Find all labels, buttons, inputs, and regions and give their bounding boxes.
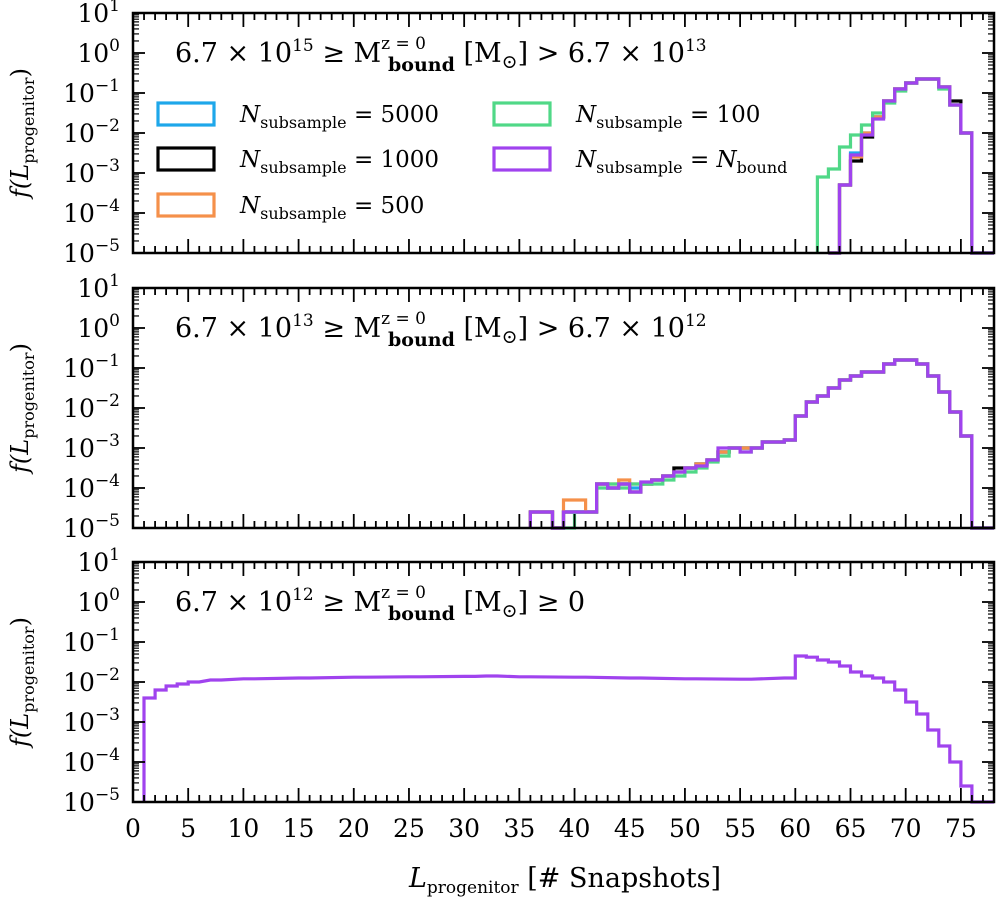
x-tick-label: 55 [724, 814, 756, 843]
y-tick-label: 10−2 [63, 391, 120, 423]
x-tick-label: 75 [945, 814, 977, 843]
panel-title: 6.7 × 1012 ≥ Mz = 0 bound [M⊙] ≥ 0 [175, 583, 585, 625]
x-tick-label: 0 [125, 814, 141, 843]
x-tick-label: 25 [393, 814, 425, 843]
y-tick-label: 10−2 [63, 116, 120, 148]
x-tick-label: 30 [448, 814, 480, 843]
y-tick-label: 101 [77, 0, 120, 28]
y-tick-label: 10−4 [63, 745, 120, 777]
y-tick-label: 10−4 [63, 196, 120, 228]
panel-3: 10110010−110−210−310−410−5f(Lprogenitor)… [6, 545, 996, 843]
y-tick-label: 10−5 [63, 785, 120, 817]
legend-label-500: Nsubsample = 500 [239, 193, 424, 223]
y-tick-label: 10−1 [63, 625, 120, 657]
x-tick-label: 5 [180, 814, 196, 843]
x-tick-label: 40 [559, 814, 591, 843]
x-tick-label: 45 [614, 814, 646, 843]
legend-swatch-bound [492, 146, 552, 172]
y-tick-label: 100 [77, 311, 120, 343]
y-axis-label: f(Lprogenitor) [6, 343, 38, 475]
y-axis-label: f(Lprogenitor) [6, 617, 38, 749]
x-tick-label: 70 [890, 814, 922, 843]
x-tick-label: 15 [283, 814, 315, 843]
series-bound [528, 358, 994, 530]
panel-title: 6.7 × 1013 ≥ Mz = 0 bound [M⊙] > 6.7 × 10… [175, 309, 707, 351]
y-tick-label: 10−2 [63, 665, 120, 697]
legend-label-1000: Nsubsample = 1000 [239, 147, 439, 177]
legend-label-100: Nsubsample = 100 [575, 102, 760, 132]
legend: Nsubsample = 5000 Nsubsample = 1000 Nsubsa… [156, 101, 787, 223]
series-100 [815, 77, 994, 255]
legend-label-bound: Nsubsample = Nbound [575, 147, 787, 177]
x-tick-label: 10 [227, 814, 259, 843]
legend-swatch-100 [492, 101, 552, 127]
legend-swatch-1000 [156, 146, 216, 172]
series-bound [142, 654, 994, 804]
y-tick-label: 10−4 [63, 471, 120, 503]
series-500 [828, 77, 994, 255]
x-tick-label: 50 [669, 814, 701, 843]
y-tick-label: 10−5 [63, 511, 120, 543]
panel-2: 101 100 10−1 10−2 10−3 10−4 10−5 f(Lprogenitor)… [6, 271, 996, 543]
y-tick-label: 10−1 [63, 76, 120, 108]
y-tick-label: 100 [77, 36, 120, 68]
x-tick-label: 35 [503, 814, 535, 843]
panel-1: 101 100 10−1 10−2 10−3 10−4 10−5 f(Lprogenitor)… [6, 0, 996, 268]
x-tick-label: 20 [338, 814, 370, 843]
series-1000 [828, 77, 994, 255]
x-axis-label: Lprogenitor [# Snapshots] [408, 863, 721, 898]
y-tick-label: 10−3 [63, 705, 120, 737]
y-axis-label: f(Lprogenitor) [6, 68, 38, 200]
series-100 [563, 358, 994, 530]
legend-swatch-5000 [156, 101, 216, 127]
plots: 10110010−110−210−310−410−5f(Lprogenitor)… [6, 0, 996, 843]
series-bound [828, 77, 994, 255]
series-5000 [828, 77, 994, 255]
y-tick-label: 10−1 [63, 351, 120, 383]
legend-label-5000: Nsubsample = 5000 [239, 102, 439, 132]
y-tick-label: 100 [77, 585, 120, 617]
x-tick-label: 65 [835, 814, 867, 843]
panel-title: 6.7 × 1015 ≥ Mz = 0 bound [M⊙] > 6.7 × 10… [175, 34, 707, 76]
y-tick-label: 101 [77, 271, 120, 303]
y-tick-label: 10−3 [63, 156, 120, 188]
y-tick-label: 10−5 [63, 236, 120, 268]
y-tick-label: 101 [77, 545, 120, 577]
legend-swatch-500 [156, 192, 216, 218]
x-tick-label: 60 [779, 814, 811, 843]
y-tick-label: 10−3 [63, 431, 120, 463]
